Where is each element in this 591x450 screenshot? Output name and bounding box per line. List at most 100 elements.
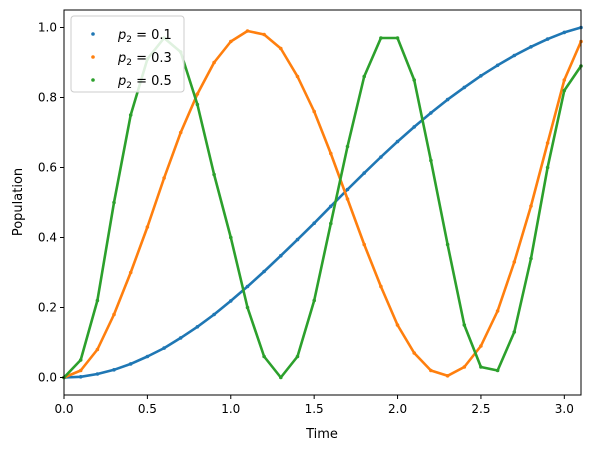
data-point bbox=[495, 368, 500, 373]
data-point bbox=[195, 102, 200, 107]
data-point bbox=[312, 109, 317, 114]
data-point bbox=[295, 354, 300, 359]
data-point bbox=[445, 97, 450, 102]
data-point bbox=[329, 151, 333, 156]
x-tick-label: 0.0 bbox=[54, 402, 73, 416]
data-point bbox=[562, 30, 567, 35]
x-tick-label: 1.5 bbox=[305, 402, 324, 416]
data-point bbox=[128, 270, 133, 275]
data-point bbox=[245, 29, 250, 33]
data-point bbox=[279, 253, 283, 258]
data-point bbox=[429, 111, 433, 115]
data-point bbox=[245, 284, 250, 289]
data-point bbox=[512, 330, 517, 334]
data-point bbox=[128, 362, 133, 366]
data-point bbox=[295, 237, 300, 242]
data-point bbox=[162, 346, 166, 350]
x-tick-label: 1.0 bbox=[221, 402, 240, 416]
legend-marker bbox=[91, 78, 95, 82]
data-point bbox=[262, 269, 266, 274]
data-point bbox=[412, 125, 417, 129]
data-point bbox=[112, 368, 116, 372]
data-point bbox=[395, 139, 400, 144]
data-point bbox=[479, 74, 483, 78]
data-point bbox=[262, 32, 266, 37]
x-axis: 0.0 0.5 1.0 1.5 2.0 2.5 3.0 bbox=[54, 395, 574, 416]
data-point bbox=[78, 358, 83, 362]
data-point bbox=[78, 368, 83, 373]
data-point bbox=[178, 130, 183, 135]
data-point bbox=[229, 39, 233, 44]
data-point bbox=[162, 176, 166, 180]
data-point bbox=[78, 375, 83, 379]
data-point bbox=[362, 74, 367, 79]
data-point bbox=[345, 187, 350, 192]
y-tick-label: 0.8 bbox=[38, 91, 57, 105]
y-tick-label: 0.6 bbox=[38, 161, 57, 175]
data-point bbox=[495, 309, 500, 313]
data-point bbox=[529, 45, 533, 49]
data-point bbox=[462, 323, 467, 327]
series-2 bbox=[62, 29, 583, 380]
data-point bbox=[112, 200, 116, 205]
data-point bbox=[195, 325, 200, 329]
y-tick-label: 0.2 bbox=[38, 301, 57, 315]
data-point bbox=[312, 298, 317, 303]
data-point bbox=[195, 92, 200, 96]
data-point bbox=[379, 155, 383, 159]
legend-box bbox=[70, 15, 185, 93]
y-axis: 0.0 0.2 0.4 0.6 0.8 1.0 bbox=[38, 21, 64, 385]
x-tick-label: 2.5 bbox=[471, 402, 490, 416]
x-tick-label: 2.0 bbox=[388, 402, 407, 416]
data-point bbox=[395, 323, 400, 327]
data-point bbox=[345, 144, 350, 149]
legend-marker bbox=[91, 55, 95, 59]
data-point bbox=[462, 85, 467, 90]
data-point bbox=[229, 299, 233, 303]
data-point bbox=[529, 204, 533, 208]
data-point bbox=[128, 113, 133, 117]
data-point bbox=[212, 172, 216, 177]
data-point bbox=[329, 221, 333, 226]
data-point bbox=[95, 372, 100, 376]
data-point bbox=[562, 88, 567, 93]
data-point bbox=[145, 354, 150, 359]
data-point bbox=[495, 63, 500, 68]
series-line bbox=[63, 26, 582, 379]
data-point bbox=[212, 60, 216, 65]
data-point bbox=[345, 197, 350, 201]
data-point bbox=[245, 305, 250, 310]
data-point bbox=[545, 165, 550, 170]
x-tick-label: 3.0 bbox=[555, 402, 574, 416]
data-point bbox=[479, 344, 483, 348]
data-point bbox=[479, 365, 483, 369]
data-point bbox=[112, 312, 116, 317]
data-point bbox=[178, 336, 183, 340]
x-axis-label: Time bbox=[305, 427, 338, 442]
data-point bbox=[279, 375, 283, 380]
data-point bbox=[462, 365, 467, 369]
data-point bbox=[445, 242, 450, 247]
y-tick-label: 0.4 bbox=[38, 231, 57, 245]
data-point bbox=[379, 36, 383, 40]
data-point bbox=[545, 37, 550, 41]
data-point bbox=[545, 141, 550, 145]
data-point bbox=[429, 368, 433, 373]
data-point bbox=[362, 171, 367, 175]
x-tick-label: 0.5 bbox=[138, 402, 157, 416]
data-point bbox=[429, 158, 433, 163]
data-point bbox=[562, 78, 567, 82]
data-point bbox=[312, 221, 317, 225]
data-point bbox=[362, 242, 367, 247]
series-line bbox=[63, 29, 583, 379]
y-tick-label: 0.0 bbox=[38, 371, 57, 385]
data-point bbox=[512, 53, 517, 58]
data-point bbox=[279, 46, 283, 51]
y-tick-label: 1.0 bbox=[38, 21, 57, 35]
data-point bbox=[445, 374, 450, 378]
data-point bbox=[95, 347, 100, 352]
data-point bbox=[412, 351, 417, 355]
axes-frame bbox=[63, 9, 582, 396]
data-point bbox=[379, 284, 383, 289]
data-point bbox=[395, 36, 400, 40]
